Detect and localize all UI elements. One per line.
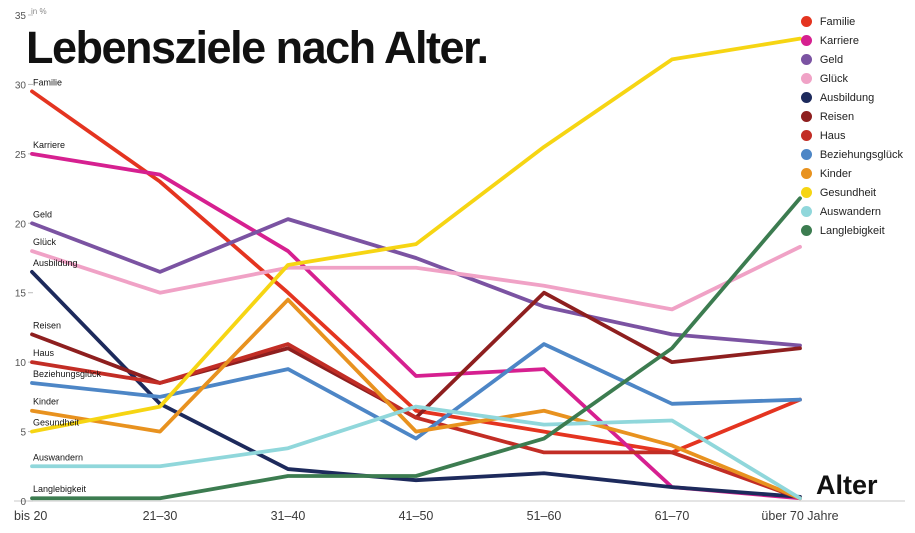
legend-label: Geld (819, 53, 844, 66)
line-familie (30, 89, 802, 455)
legend-item-kinder: Kinder (800, 164, 903, 183)
x-axis-label: 41–50 (399, 509, 434, 523)
legend-label: Langlebigkeit (819, 224, 885, 237)
series-label: Reisen (33, 320, 61, 330)
legend-label: Haus (819, 129, 846, 142)
line-beziehungsglück (30, 342, 802, 441)
legend-item-ausbildung: Ausbildung (800, 88, 903, 107)
line-reisen (30, 290, 802, 420)
legend-item-gesundheit: Gesundheit (800, 183, 903, 202)
x-axis-label: 21–30 (143, 509, 178, 523)
line-geld (30, 217, 802, 348)
line-kinder (30, 297, 802, 501)
legend-item-beziehungsglück: Beziehungsglück (800, 145, 903, 164)
x-axis-label: 61–70 (655, 509, 690, 523)
legend: Familie Karriere Geld Glück Ausbildung Reisen… (800, 12, 903, 240)
legend-label: Karriere (819, 34, 859, 47)
x-axis-label: 31–40 (271, 509, 306, 523)
series-label: Geld (33, 209, 52, 219)
legend-color-dot (800, 16, 812, 27)
x-axis-label: über 70 Jahre (761, 509, 838, 523)
x-axis-label: 51–60 (527, 509, 562, 523)
series-label: Gesundheit (33, 418, 80, 428)
legend-color-dot (800, 54, 812, 65)
legend-item-geld: Geld (800, 50, 903, 69)
line-gesundheit (30, 36, 802, 434)
legend-color-dot (800, 225, 812, 236)
legend-label: Glück (819, 72, 848, 85)
line-langlebigkeit (30, 196, 802, 501)
legend-item-glück: Glück (800, 69, 903, 88)
series-label: Auswandern (33, 452, 83, 462)
legend-item-karriere: Karriere (800, 31, 903, 50)
series-label: Ausbildung (33, 258, 78, 268)
y-tick-label: 15 (15, 289, 27, 300)
y-tick-label: 0 (20, 497, 26, 508)
legend-item-reisen: Reisen (800, 107, 903, 126)
legend-color-dot (800, 35, 812, 46)
y-tick-label: 35 (15, 11, 27, 22)
x-axis-label: bis 20 (14, 509, 47, 523)
series-label: Glück (33, 237, 57, 247)
legend-color-dot (800, 206, 812, 217)
legend-label: Auswandern (819, 205, 881, 218)
legend-item-familie: Familie (800, 12, 903, 31)
legend-color-dot (800, 187, 812, 198)
legend-color-dot (800, 111, 812, 122)
y-axis-unit-label: in % (31, 7, 47, 16)
legend-color-dot (800, 92, 812, 103)
y-tick-label: 10 (15, 358, 27, 369)
legend-label: Familie (819, 15, 856, 28)
series-label: Familie (33, 77, 62, 87)
legend-item-haus: Haus (800, 126, 903, 145)
legend-label: Gesundheit (819, 186, 877, 199)
legend-color-dot (800, 73, 812, 84)
y-tick-label: 25 (15, 150, 27, 161)
line-auswandern (30, 404, 802, 501)
series-label: Kinder (33, 397, 59, 407)
series-label: Langlebigkeit (33, 484, 87, 494)
legend-item-langlebigkeit: Langlebigkeit (800, 221, 903, 240)
legend-label: Ausbildung (819, 91, 875, 104)
line-ausbildung (30, 269, 802, 499)
chart-title: Lebensziele nach Alter. (26, 22, 489, 73)
legend-item-auswandern: Auswandern (800, 202, 903, 221)
series-label: Haus (33, 348, 55, 358)
line-glück (30, 244, 802, 312)
y-tick-label: 30 (15, 80, 27, 91)
legend-color-dot (800, 149, 812, 160)
y-tick-label: 20 (15, 219, 27, 230)
y-tick-label: 5 (20, 428, 26, 439)
legend-color-dot (800, 168, 812, 179)
legend-label: Kinder (819, 167, 852, 180)
series-label: Beziehungsglück (33, 369, 102, 379)
legend-color-dot (800, 130, 812, 141)
legend-label: Reisen (819, 110, 855, 123)
legend-label: Beziehungsglück (819, 148, 903, 161)
x-axis-title: Alter (816, 470, 878, 500)
series-label: Karriere (33, 140, 65, 150)
line-haus (30, 342, 802, 501)
